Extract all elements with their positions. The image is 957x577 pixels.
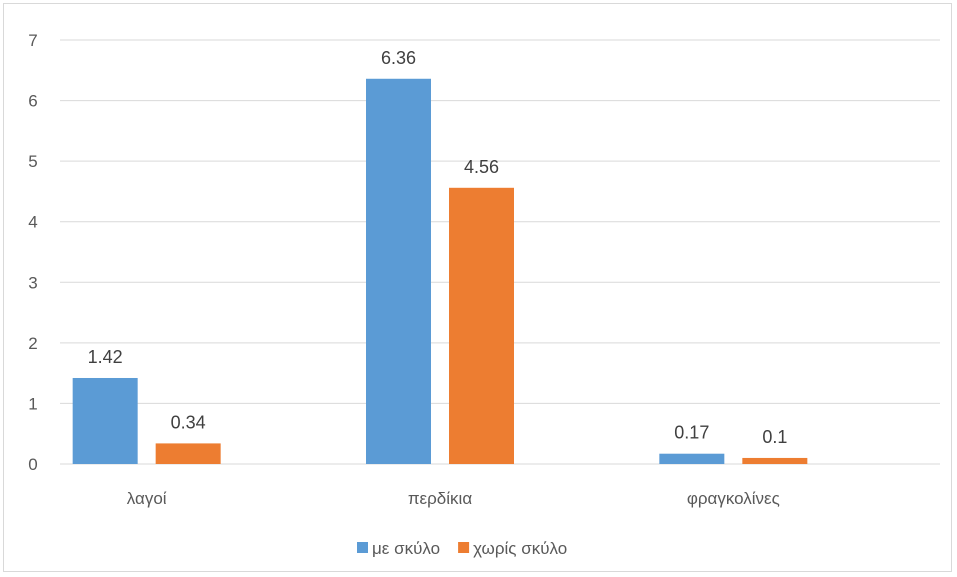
- bar-1-2: [742, 457, 808, 464]
- data-label-0-2: 0.17: [674, 423, 709, 443]
- data-label-1-2: 0.1: [762, 427, 787, 447]
- y-tick-label-3: 3: [28, 273, 37, 292]
- legend-swatch-1: [458, 542, 470, 553]
- bar-0-0: [72, 377, 138, 464]
- legend-label-1: χωρίς σκύλο: [473, 539, 567, 558]
- x-category-label-0: λαγοί: [127, 489, 167, 508]
- bar-0-2: [659, 453, 725, 464]
- y-tick-label-4: 4: [28, 213, 37, 232]
- legend: με σκύλο χωρίς σκύλο: [357, 539, 567, 558]
- bar-1-1: [449, 187, 514, 464]
- data-labels: 1.42 0.34 6.36 4.56 0.17 0.1: [88, 48, 788, 447]
- x-axis-category-labels: λαγοί περδίκια φραγκολίνες: [127, 489, 780, 508]
- y-tick-label-2: 2: [28, 334, 37, 353]
- bars: [72, 78, 808, 464]
- data-label-0-1: 6.36: [381, 48, 416, 68]
- legend-label-0: με σκύλο: [372, 539, 440, 558]
- y-axis-tick-labels: 0 1 2 3 4 5 6 7: [28, 31, 37, 474]
- bar-0-1: [366, 78, 431, 464]
- y-tick-label-7: 7: [28, 31, 37, 50]
- legend-swatch-0: [357, 542, 368, 553]
- y-tick-label-1: 1: [28, 394, 37, 413]
- data-label-1-1: 4.56: [464, 157, 499, 177]
- y-tick-label-6: 6: [28, 92, 37, 111]
- data-label-1-0: 0.34: [171, 412, 206, 432]
- y-tick-label-0: 0: [28, 455, 37, 474]
- y-tick-label-5: 5: [28, 152, 37, 171]
- x-category-label-1: περδίκια: [408, 489, 472, 508]
- x-category-label-2: φραγκολίνες: [687, 489, 780, 508]
- bar-1-0: [155, 443, 221, 464]
- data-label-0-0: 1.42: [88, 347, 123, 367]
